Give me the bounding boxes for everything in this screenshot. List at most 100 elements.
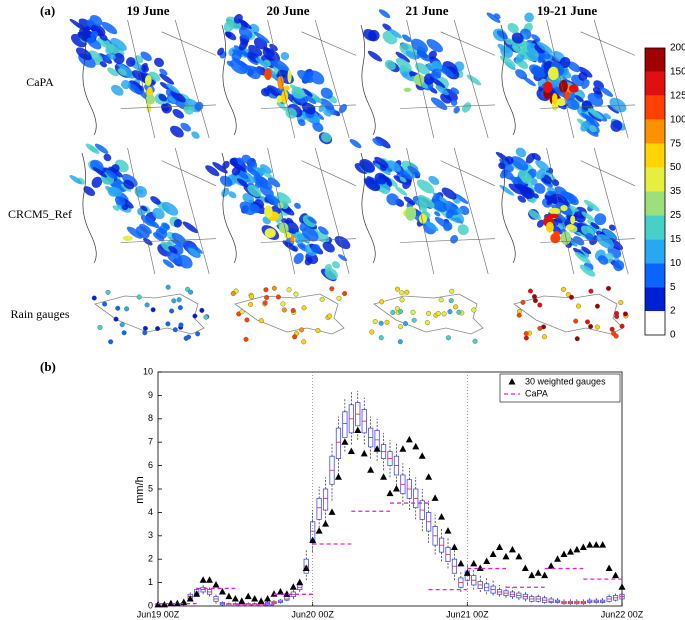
map-shading — [596, 234, 615, 249]
map-shading — [384, 59, 396, 71]
gauge-dot — [448, 298, 454, 304]
map-shading — [607, 104, 619, 114]
y-tick-label: 0 — [148, 600, 153, 610]
map-shading — [244, 165, 261, 178]
colorbar-bin — [645, 311, 665, 335]
map-shading — [417, 194, 435, 209]
map-shading — [603, 113, 612, 120]
map-shading — [403, 196, 416, 206]
gauge-marker — [257, 597, 265, 604]
map-shading — [277, 202, 284, 209]
gauge-marker — [496, 543, 504, 550]
map-shading — [531, 153, 541, 161]
gauge-dot — [195, 331, 201, 337]
map-shading — [511, 32, 524, 44]
map-shading — [264, 228, 276, 239]
map-shading — [499, 184, 515, 196]
gauge-dot — [574, 336, 580, 342]
map-shading — [283, 85, 290, 91]
map-shading — [272, 59, 290, 73]
map-shading — [545, 221, 554, 233]
gauge-dot — [258, 318, 264, 324]
gauge-marker — [160, 600, 168, 608]
gauge-marker — [399, 445, 407, 452]
map — [349, 136, 496, 275]
gauge-marker — [541, 571, 549, 579]
gauge-dot — [606, 285, 612, 291]
map-shading — [91, 176, 103, 188]
basin-outline — [373, 293, 484, 335]
map-shading — [548, 66, 559, 81]
gauge-dot — [115, 305, 121, 311]
map-shading — [172, 108, 184, 119]
gauge-dot — [172, 327, 178, 333]
gauge-dot — [142, 325, 148, 331]
map-shading — [148, 219, 160, 229]
map — [495, 147, 636, 277]
map-shading — [280, 51, 290, 61]
map-shading — [255, 176, 273, 190]
map-shading — [168, 96, 177, 104]
gauge-marker — [309, 536, 317, 543]
gauge-dot — [243, 336, 249, 342]
map-shading — [194, 101, 204, 111]
map-shading — [548, 207, 561, 215]
map-shading — [416, 179, 435, 194]
map-shading — [158, 93, 168, 102]
map-shading — [83, 186, 96, 197]
gauge-marker — [592, 541, 600, 548]
map-shading — [267, 177, 281, 188]
map-boundary — [120, 147, 217, 275]
gauge-dot — [449, 288, 455, 294]
y-tick-label: 8 — [148, 413, 153, 423]
gauge-marker — [238, 597, 246, 604]
y-tick-label: 2 — [148, 554, 153, 564]
map-shading — [568, 84, 579, 93]
gauge-dot — [614, 310, 620, 316]
map-shading — [125, 57, 136, 67]
map-shading — [155, 227, 168, 239]
box — [284, 596, 290, 601]
colorbar-label: 125 — [670, 90, 685, 101]
map-coast — [500, 152, 516, 264]
gauge-marker — [612, 571, 620, 579]
y-tick-label: 1 — [148, 577, 153, 587]
map-shading — [154, 57, 164, 68]
gauge-dot — [281, 307, 287, 313]
gauge-dot — [293, 291, 299, 297]
gauge-dot — [336, 295, 342, 301]
map-shading — [378, 9, 391, 19]
gauge-marker — [347, 447, 355, 455]
gauge-marker — [193, 590, 201, 597]
gauge-marker — [212, 580, 220, 588]
y-tick-label: 7 — [148, 437, 153, 447]
gauge-marker — [322, 520, 330, 527]
gauge-marker — [206, 576, 214, 583]
map-shading — [338, 254, 348, 262]
gauge-dot — [290, 308, 296, 314]
gauge-dot — [568, 294, 574, 300]
map-shading — [293, 252, 304, 265]
gauge-dot — [516, 312, 522, 318]
map-shading — [585, 233, 594, 241]
row-label: CaPA — [26, 75, 54, 89]
gauge-dot — [471, 307, 477, 313]
gauge-marker — [483, 557, 491, 565]
map — [217, 13, 357, 145]
y-tick-label: 4 — [148, 507, 153, 517]
row-label: Rain gauges — [11, 307, 70, 321]
legend-label: 30 weighted gauges — [525, 376, 606, 386]
colorbar-bin — [645, 215, 665, 240]
map-shading — [114, 196, 126, 206]
map-shading — [301, 227, 319, 242]
map-shading — [267, 85, 284, 98]
map-boundary — [260, 147, 357, 275]
map-shading — [496, 30, 508, 40]
map-shading — [387, 160, 402, 172]
gauge-marker — [605, 564, 613, 572]
gauge-dot — [527, 288, 533, 294]
map-shading — [581, 79, 590, 89]
map-shading — [139, 223, 152, 234]
map-shading — [277, 76, 282, 89]
colorbar-label: 35 — [670, 186, 682, 197]
